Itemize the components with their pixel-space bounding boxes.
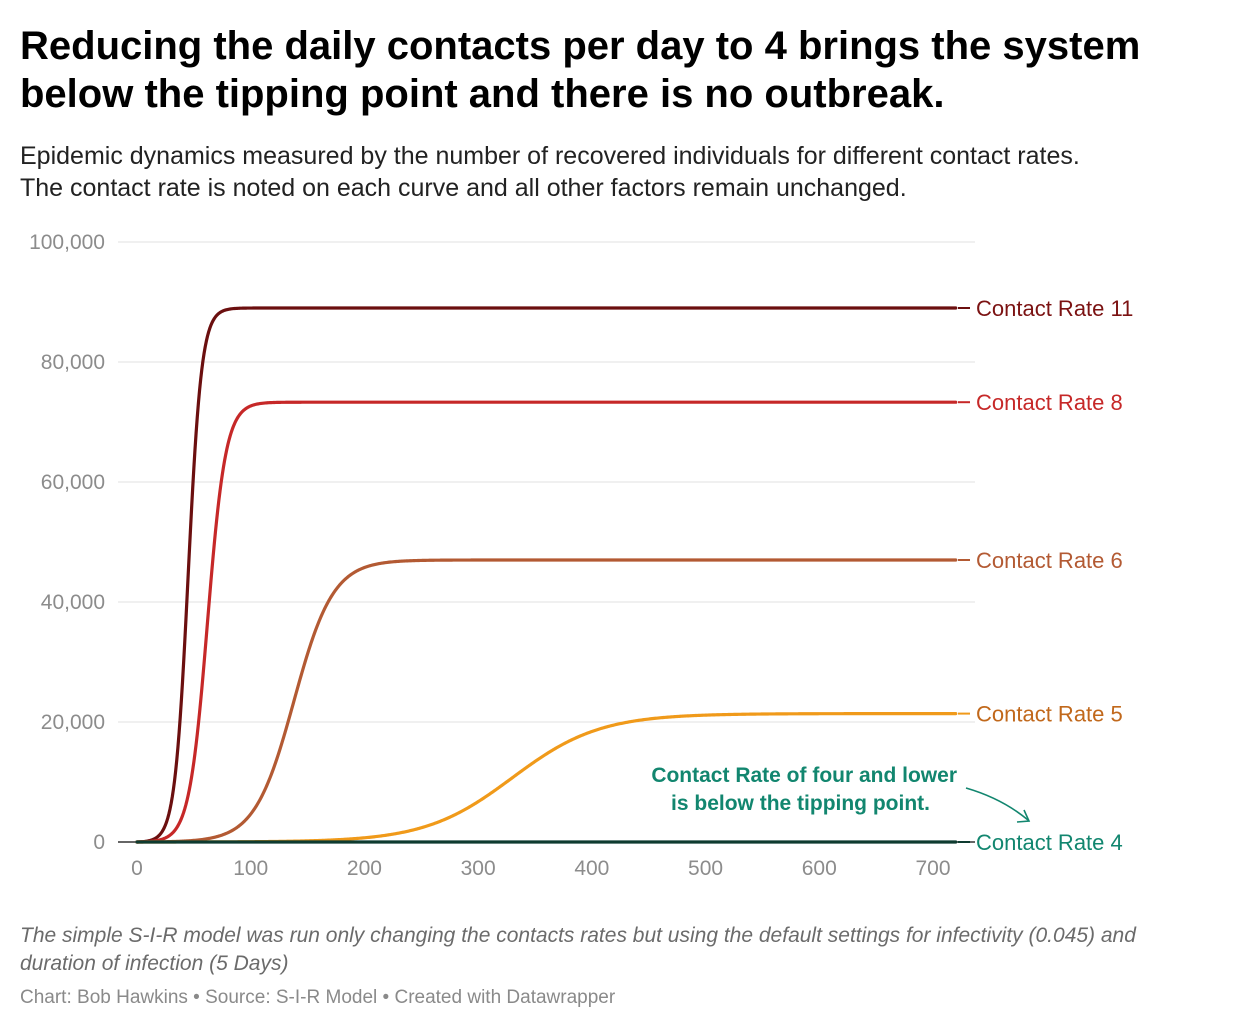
annotation-arrow (965, 787, 1029, 821)
x-tick-label: 200 (347, 857, 382, 880)
series-lines (135, 306, 958, 844)
y-tick-label: 20,000 (41, 711, 105, 734)
chart-notes: The simple S-I-R model was run only chan… (20, 924, 1136, 975)
y-tick-label: 80,000 (41, 351, 105, 374)
series-label-2: Contact Rate 8 (976, 390, 1123, 415)
credit-source: Source: S-I-R Model (205, 987, 378, 1008)
series-label-4: Contact Rate 5 (976, 702, 1123, 727)
chart-credits: Chart: Bob Hawkins • Source: S-I-R Model… (20, 987, 615, 1009)
y-tick-label: 0 (93, 831, 105, 854)
annotation-arrowhead (1016, 809, 1031, 823)
x-tick-label: 300 (461, 857, 496, 880)
x-tick-label: 700 (915, 857, 950, 880)
x-tick-label: 500 (688, 857, 723, 880)
chart-title: Reducing the daily contacts per day to 4… (20, 24, 1141, 116)
annotation-text-line-1: Contact Rate of four and lower (651, 764, 957, 787)
x-axis-ticks: 0 100 200 300 400 500 600 700 (131, 857, 950, 880)
series-label-3: Contact Rate 6 (976, 548, 1123, 573)
series-line-3 (135, 558, 958, 844)
line-chart: 0 20,000 40,000 60,000 80,000 100,000 0 100 200… (29, 231, 1133, 880)
y-tick-label: 100,000 (29, 231, 105, 254)
credit-chart: Chart: Bob Hawkins (20, 987, 188, 1008)
chart-subtitle: Epidemic dynamics measured by the number… (20, 140, 1230, 204)
x-tick-label: 100 (233, 857, 268, 880)
credit-separator: • (377, 987, 395, 1008)
series-line-2 (135, 400, 958, 844)
x-tick-label: 400 (574, 857, 609, 880)
subtitle-line-1: Epidemic dynamics measured by the number… (20, 142, 1080, 170)
annotation-text-line-2: is below the tipping point. (671, 792, 930, 815)
y-tick-label: 60,000 (41, 471, 105, 494)
series-label-5: Contact Rate 4 (976, 830, 1123, 855)
x-tick-label: 0 (131, 857, 143, 880)
y-axis-ticks: 0 20,000 40,000 60,000 80,000 100,000 (29, 231, 105, 854)
series-labels: Contact Rate 11 Contact Rate 8 Contact Rat… (958, 296, 1133, 855)
series-line-1 (135, 306, 958, 844)
credit-separator: • (187, 987, 206, 1008)
annotation-group: Contact Rate of four and lower is below … (651, 764, 1031, 823)
credit-created: Created with Datawrapper (394, 987, 616, 1008)
x-tick-label: 600 (802, 857, 837, 880)
subtitle-line-2: The contact rate is noted on each curve … (20, 174, 907, 202)
y-tick-label: 40,000 (41, 591, 105, 614)
series-label-1: Contact Rate 11 (976, 296, 1133, 321)
